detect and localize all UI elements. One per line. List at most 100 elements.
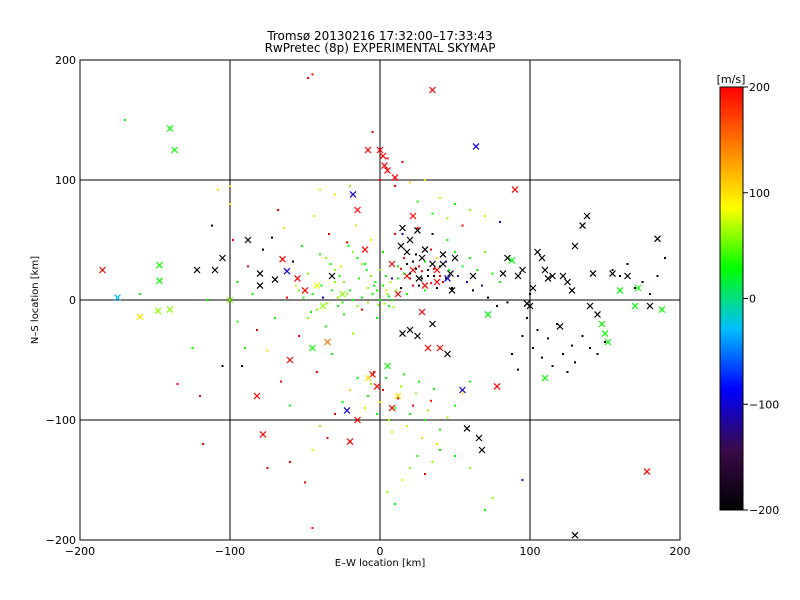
data-point-x bbox=[309, 344, 316, 352]
data-point-x bbox=[286, 356, 294, 364]
data-point-dot bbox=[331, 289, 333, 292]
data-point-dot bbox=[551, 365, 554, 367]
data-point-x bbox=[439, 250, 447, 258]
data-point-dot bbox=[397, 277, 399, 280]
colorbar-tick-label: −100 bbox=[749, 398, 779, 411]
data-point-dot bbox=[397, 265, 399, 268]
data-point-dot bbox=[430, 248, 432, 251]
colorbar-label: [m/s] bbox=[717, 73, 746, 86]
data-point-x bbox=[381, 162, 388, 170]
data-point-dot bbox=[367, 287, 369, 289]
data-point-dot bbox=[382, 251, 384, 253]
data-point-dot bbox=[352, 299, 354, 301]
data-point-dot bbox=[286, 296, 288, 299]
colorbar-ticks: 200 100 0 −100 −200 bbox=[743, 81, 779, 517]
data-point-x bbox=[154, 307, 162, 315]
data-point-x bbox=[376, 146, 384, 154]
data-point-x bbox=[534, 248, 541, 256]
data-point-dot bbox=[256, 329, 258, 331]
data-point-dot bbox=[536, 329, 539, 331]
data-point-dot bbox=[394, 407, 396, 409]
data-point-x bbox=[559, 272, 567, 280]
data-point-x bbox=[364, 374, 372, 382]
data-point-dot bbox=[427, 269, 429, 271]
data-point-dot bbox=[394, 503, 396, 505]
colorbar-tick-label: −200 bbox=[749, 504, 779, 517]
data-point-dot bbox=[436, 257, 438, 259]
data-point-dot bbox=[379, 179, 381, 181]
data-point-dot bbox=[379, 401, 381, 403]
data-point-dot bbox=[418, 380, 420, 383]
data-point-dot bbox=[611, 269, 614, 271]
data-point-x bbox=[544, 274, 552, 282]
data-point-dot bbox=[277, 209, 279, 211]
data-point-dot bbox=[457, 275, 459, 277]
data-point-dot bbox=[232, 239, 234, 241]
data-point-dot bbox=[139, 293, 141, 295]
data-point-dot bbox=[469, 209, 471, 211]
x-ticks: −200 −100 0 100 200 bbox=[65, 60, 691, 558]
data-point-x bbox=[484, 310, 492, 318]
data-point-dot bbox=[511, 353, 513, 355]
data-point-dot bbox=[341, 301, 344, 304]
y-tick-label: −100 bbox=[46, 414, 76, 427]
y-ticks: −200 −100 0 100 200 bbox=[46, 54, 680, 547]
data-point-dot bbox=[373, 371, 375, 373]
data-point-dot bbox=[421, 270, 423, 273]
data-point-dot bbox=[349, 289, 351, 292]
data-point-dot bbox=[352, 332, 354, 335]
data-point-x bbox=[418, 254, 426, 262]
data-point-dot bbox=[349, 389, 351, 391]
data-point-dot bbox=[388, 305, 390, 307]
y-tick-label: 100 bbox=[55, 174, 76, 187]
data-point-dot bbox=[619, 275, 621, 277]
data-point-dot bbox=[386, 491, 389, 493]
data-point-x bbox=[364, 146, 372, 154]
data-point-x bbox=[406, 236, 414, 244]
data-point-dot bbox=[664, 257, 666, 259]
data-point-dot bbox=[280, 380, 282, 383]
data-point-dot bbox=[385, 377, 387, 379]
data-point-dot bbox=[433, 267, 435, 270]
data-point-x bbox=[609, 270, 616, 278]
data-point-x bbox=[415, 274, 423, 282]
x-tick-label: −200 bbox=[65, 545, 95, 558]
data-point-dot bbox=[581, 335, 584, 337]
data-point-dot bbox=[343, 313, 345, 316]
y-tick-label: −200 bbox=[46, 534, 76, 547]
data-point-x bbox=[436, 344, 444, 352]
data-point-x bbox=[472, 142, 480, 150]
data-point-dot bbox=[202, 443, 204, 445]
data-point-dot bbox=[469, 467, 471, 469]
data-point-dot bbox=[247, 265, 249, 268]
data-point-x bbox=[598, 320, 606, 328]
colorbar-tick-label: 200 bbox=[749, 81, 770, 94]
data-point-dot bbox=[626, 263, 629, 265]
data-point-dot bbox=[439, 275, 441, 277]
data-point-dot bbox=[421, 437, 423, 439]
data-point-x bbox=[156, 261, 163, 269]
data-point-x bbox=[403, 248, 411, 256]
data-point-dot bbox=[322, 296, 324, 299]
data-point-dot bbox=[349, 185, 351, 187]
data-point-x bbox=[549, 272, 556, 280]
data-point-x bbox=[429, 260, 436, 268]
data-point-dot bbox=[439, 428, 441, 431]
data-point-dot bbox=[301, 245, 303, 247]
data-point-dot bbox=[445, 277, 447, 280]
data-point-dot bbox=[326, 302, 329, 305]
data-point-x bbox=[399, 224, 406, 232]
data-point-x bbox=[346, 438, 354, 446]
data-point-dot bbox=[416, 227, 419, 229]
colorbar-tick-label: 0 bbox=[749, 293, 756, 306]
data-point-dot bbox=[365, 269, 368, 271]
data-point-dot bbox=[358, 277, 360, 280]
data-point-x bbox=[654, 235, 661, 243]
data-point-dot bbox=[298, 335, 300, 337]
data-point-dot bbox=[383, 302, 386, 305]
data-point-x bbox=[279, 255, 286, 263]
data-point-dot bbox=[356, 257, 359, 259]
data-point-dot bbox=[289, 404, 291, 407]
data-point-x bbox=[166, 124, 174, 132]
data-point-x bbox=[631, 302, 639, 310]
